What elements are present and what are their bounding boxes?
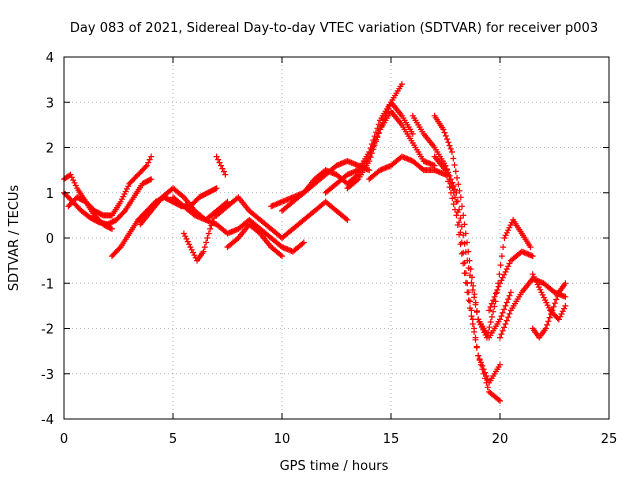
y-tick-label: -1 [41,277,54,292]
series-markers [431,112,534,341]
series-arc-15 [366,153,449,183]
y-tick-label: 0 [46,232,54,247]
series-markers [65,194,115,232]
series-markers [486,248,536,314]
series-arc-11 [268,158,373,210]
series-arc-17 [431,153,503,386]
x-tick-label: 10 [274,432,291,447]
series-markers [213,153,229,178]
series-arc-7 [213,153,229,178]
series-arc-18 [442,162,514,341]
y-tick-label: -3 [41,368,54,383]
y-tick-label: 2 [46,142,54,157]
x-tick-label: 20 [492,432,509,447]
x-tick-label: 25 [601,432,618,447]
series-arc-8 [170,194,307,255]
series-arc-19 [431,112,534,341]
x-tick-label: 15 [383,432,400,447]
series-markers [180,207,220,264]
axis-ticks: 0 5 10 15 20 25 -4 -3 -2 -1 0 1 2 3 4 [41,51,617,447]
series-markers [442,162,514,341]
series-markers [322,99,416,196]
series-arc-9 [213,194,351,241]
data-series [61,81,569,404]
series-markers [268,158,373,210]
series-markers [170,194,307,255]
series-arc-14 [344,108,438,192]
series-markers [529,271,569,323]
y-tick-label: -4 [41,413,54,428]
series-arc-13 [322,99,416,196]
y-axis-label: SDTVAR / TECUs [7,185,22,292]
series-arc-6 [180,207,220,264]
series-arc-3 [65,194,115,232]
x-axis-label: GPS time / hours [280,459,389,474]
y-tick-label: 3 [46,96,54,111]
series-arc-23 [529,271,569,323]
series-markers [213,194,351,241]
series-markers [224,221,285,260]
y-tick-label: 1 [46,187,54,202]
series-arc-10 [224,221,285,260]
series-arc-20 [486,248,536,314]
y-tick-label: 4 [46,51,54,66]
chart-title: Day 083 of 2021, Sidereal Day-to-day VTE… [70,21,598,36]
series-markers [366,153,449,183]
x-tick-label: 5 [169,432,177,447]
series-markers [344,108,438,192]
series-markers [431,153,503,386]
x-tick-label: 0 [60,432,68,447]
y-tick-label: -2 [41,323,54,338]
